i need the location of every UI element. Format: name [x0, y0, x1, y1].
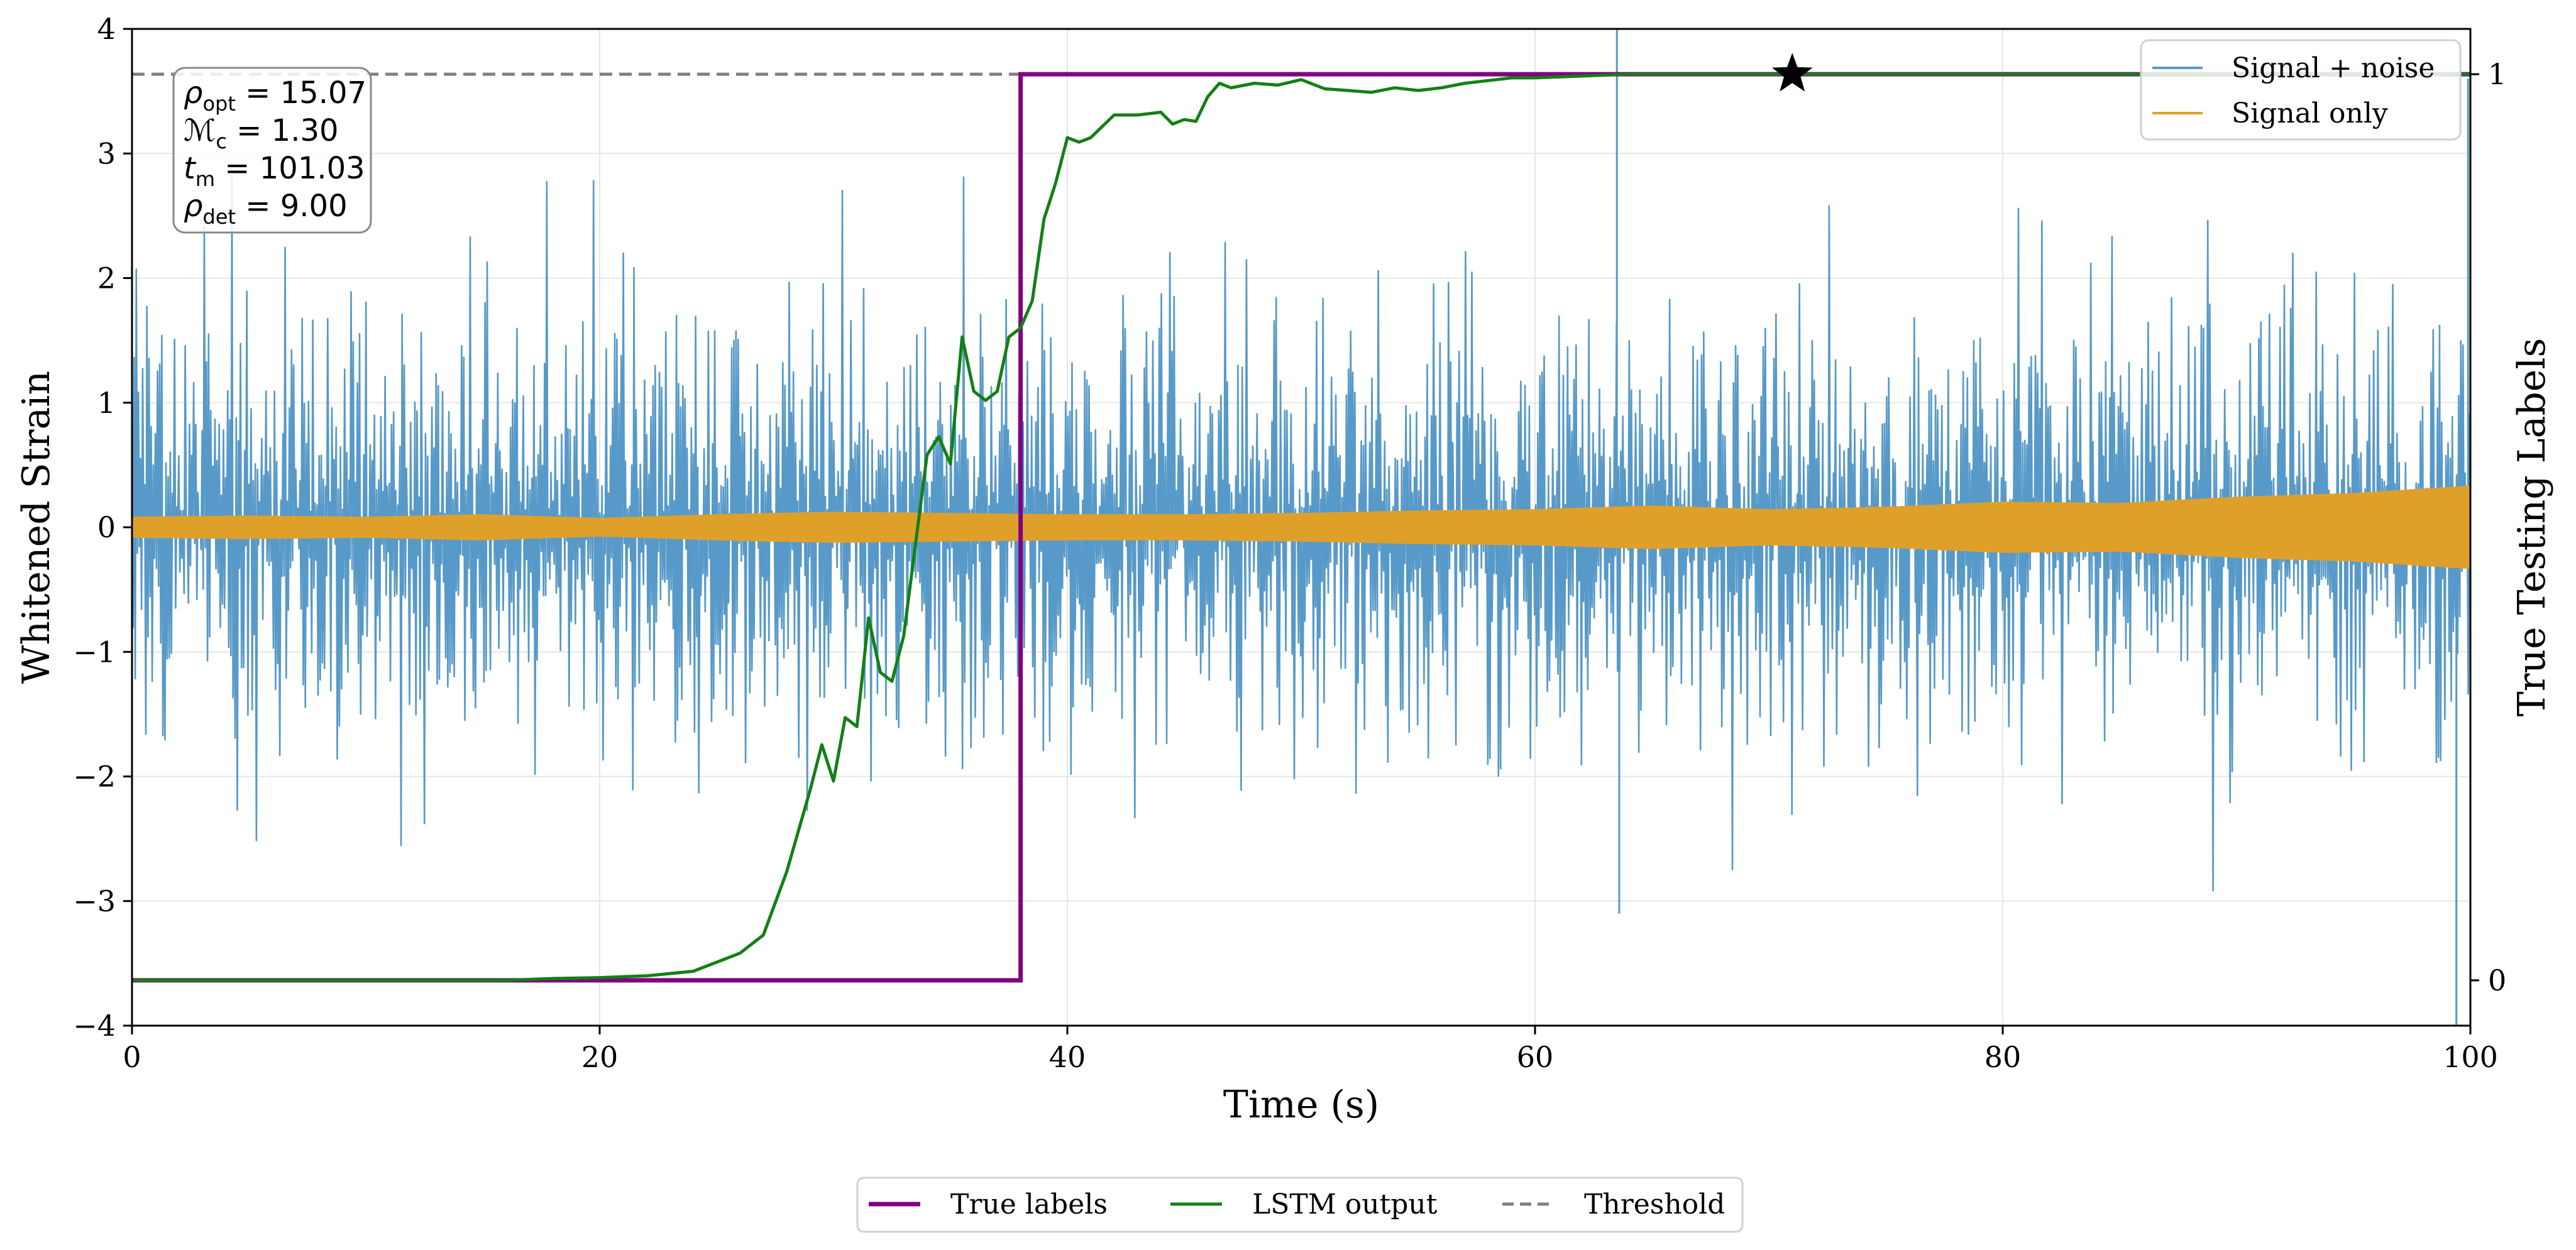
y-tick-label: −3	[73, 884, 116, 918]
x-tick-label: 60	[1517, 1040, 1554, 1074]
y-axis-label: Whitened Strain	[14, 371, 58, 684]
y-tick-label: 1	[97, 386, 116, 420]
series-lstm-output	[132, 72, 2470, 982]
y-tick-label: −1	[73, 635, 116, 669]
y-tick-label: 0	[97, 510, 116, 544]
legend-upper-label: Signal + noise	[2232, 52, 2435, 84]
legend-lower-label: Threshold	[1584, 1188, 1725, 1220]
annotation-line: ρdet = 9.00	[184, 189, 348, 229]
x-tick-label: 0	[123, 1040, 141, 1074]
series-layer	[132, 29, 2470, 1026]
series-signal-only	[132, 485, 2470, 569]
y-tick-label: −4	[73, 1009, 116, 1043]
y-tick-label: 3	[97, 136, 116, 170]
x-tick-label: 20	[581, 1040, 619, 1074]
legend-lower-label: True labels	[950, 1188, 1108, 1220]
annotation-line: ρopt = 15.07	[184, 75, 366, 116]
legend-lower-frame	[856, 1176, 1744, 1233]
legend-lower-label: LSTM output	[1252, 1188, 1438, 1220]
y-tick-label: −2	[73, 760, 116, 794]
annotation-line: ℳc = 1.30	[184, 113, 339, 153]
y2-tick-label: 0	[2488, 963, 2506, 997]
detection-star-marker	[1771, 53, 1813, 92]
legend-upper: Signal + noise Signal only	[2140, 39, 2462, 141]
y-tick-label: 2	[97, 261, 116, 295]
legend-upper-frame	[2140, 39, 2462, 141]
legend-upper-label: Signal only	[2232, 97, 2388, 129]
x-tick-label: 100	[2443, 1040, 2498, 1074]
y2-tick-label: 1	[2488, 57, 2506, 91]
y2-axis-label: True Testing Labels	[2510, 338, 2554, 717]
x-axis-label: Time (s)	[1223, 1083, 1379, 1127]
legend-lower: True labels LSTM output Threshold	[856, 1176, 1744, 1233]
annotation-line: tm = 101.03	[184, 151, 365, 191]
x-tick-label: 40	[1049, 1040, 1086, 1074]
x-tick-label: 80	[1984, 1040, 2022, 1074]
y-tick-label: 4	[97, 12, 116, 46]
annotation-frame	[172, 67, 372, 234]
